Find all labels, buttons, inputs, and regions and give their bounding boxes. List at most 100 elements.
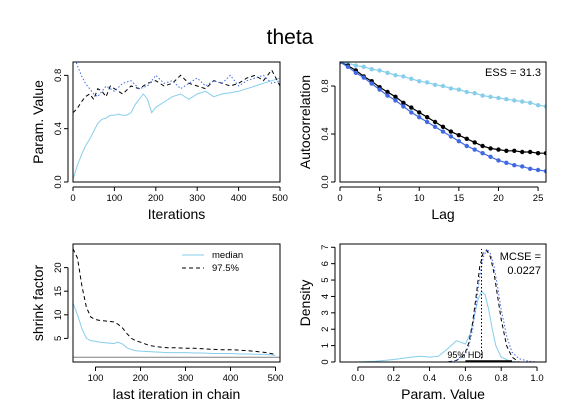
plot-frame	[72, 61, 281, 183]
acf-point	[527, 100, 533, 106]
x-tick-label: 400	[223, 373, 239, 384]
x-tick-label: 100	[88, 373, 104, 384]
acf-point	[401, 104, 406, 109]
x-axis-label: Iterations	[148, 206, 206, 222]
acf-point	[393, 94, 398, 100]
plot-frame	[339, 61, 547, 183]
acf-point	[432, 82, 438, 88]
acf-point	[353, 70, 359, 76]
acf-point	[393, 98, 398, 103]
acf-point	[440, 129, 446, 134]
acf-point	[512, 163, 517, 168]
density-panel: 95% HDI MCSE = 0.0227 0.0 0.2 0.4 0.6 0.8 1.0 0 1 2…	[297, 243, 547, 402]
x-tick-label: 1.0	[530, 373, 543, 384]
y-tick-label: 0.0	[320, 175, 331, 188]
acf-point	[353, 63, 359, 68]
acf-point	[377, 68, 382, 73]
acf-point	[401, 74, 406, 79]
y-tick-label: 0.0	[53, 175, 64, 188]
acf-point	[472, 140, 477, 145]
acf-point	[432, 119, 438, 125]
gelman-panel: median 97.5% 100 200 300 400 500 5 10 15 20 last it…	[30, 243, 283, 402]
y-tick-label: 0.8	[320, 79, 331, 92]
acf-point	[369, 67, 374, 72]
acf-point	[488, 146, 493, 151]
trace-line	[73, 77, 280, 180]
y-axis-label: Autocorrelation	[297, 75, 313, 169]
acf-point	[520, 149, 525, 155]
acf-point	[456, 87, 462, 92]
x-tick-label: 200	[148, 193, 164, 204]
acf-point	[424, 80, 430, 85]
acf-point	[424, 119, 430, 125]
acf-point	[409, 76, 414, 82]
acf-point	[409, 110, 414, 115]
y-tick-label: 0.8	[53, 69, 64, 82]
y-tick-label: 10	[53, 310, 64, 321]
acf-point	[543, 151, 546, 156]
x-tick-label: 200	[133, 373, 149, 384]
acf-point	[472, 91, 477, 96]
acf-point	[504, 160, 509, 165]
ess-annotation: ESS = 31.3	[485, 67, 541, 79]
acf-point	[496, 147, 501, 152]
y-tick-label: 2	[320, 327, 331, 332]
y-tick-label: 6	[320, 261, 331, 266]
acf-point	[393, 73, 398, 78]
acf-point	[456, 133, 462, 138]
acf-point	[432, 124, 438, 129]
acf-point	[543, 104, 546, 109]
density-marks	[357, 247, 538, 362]
x-tick-label: 20	[493, 193, 504, 204]
acf-point	[340, 62, 343, 65]
acf-point	[361, 64, 366, 70]
acf-point	[496, 95, 501, 101]
acf-point	[385, 70, 390, 76]
acf-point	[480, 151, 485, 156]
acf-point	[512, 148, 517, 153]
gelman-marks	[73, 248, 280, 358]
acf-point	[417, 79, 422, 84]
y-tick-label: 0.4	[53, 122, 64, 135]
legend: median 97.5%	[182, 250, 243, 274]
acf-point	[440, 83, 446, 89]
acf-point	[377, 87, 382, 92]
acf-point	[527, 149, 533, 155]
autocorrelation-panel: ESS = 31.3 0 5 10 15 20 25 0.0 0.4 0.8 Lag Autocorr…	[297, 61, 547, 222]
x-axis-label: Param. Value	[401, 386, 485, 402]
mcse-annotation: MCSE =	[500, 251, 541, 263]
acf-point	[361, 75, 366, 80]
acf-point	[480, 143, 485, 149]
x-tick-label: 100	[106, 193, 122, 204]
x-tick-label: 0.0	[351, 373, 364, 384]
trace-marks	[73, 62, 280, 180]
acf-point	[496, 158, 501, 163]
acf-point	[535, 151, 541, 156]
trace-line	[75, 62, 280, 98]
panels-group: 0 100 200 300 400 5000.00.40.8IterationsParam…	[30, 61, 547, 402]
x-tick-label: 400	[231, 193, 247, 204]
figure-title: theta	[267, 26, 314, 49]
acf-point	[448, 86, 454, 91]
x-tick-label: 300	[189, 193, 205, 204]
y-tick-label: 7	[320, 245, 331, 250]
acf-point	[512, 98, 517, 103]
mcse-value: 0.0227	[507, 265, 541, 277]
acf-point	[464, 136, 469, 141]
acf-point	[543, 169, 546, 174]
y-tick-label: 1	[320, 343, 331, 348]
acf-point	[417, 110, 422, 115]
shrink-line	[73, 248, 276, 355]
acf-point	[520, 99, 525, 104]
acf-point	[448, 129, 454, 134]
acf-point	[448, 134, 454, 139]
x-tick-label: 5	[377, 193, 382, 204]
acf-point	[504, 97, 509, 102]
legend-label: 97.5%	[212, 263, 239, 274]
acf-point	[535, 103, 541, 108]
y-tick-label: 4	[320, 294, 331, 299]
acf-point	[480, 93, 485, 98]
acf-point	[409, 105, 414, 110]
y-tick-label: 0.4	[320, 127, 331, 140]
